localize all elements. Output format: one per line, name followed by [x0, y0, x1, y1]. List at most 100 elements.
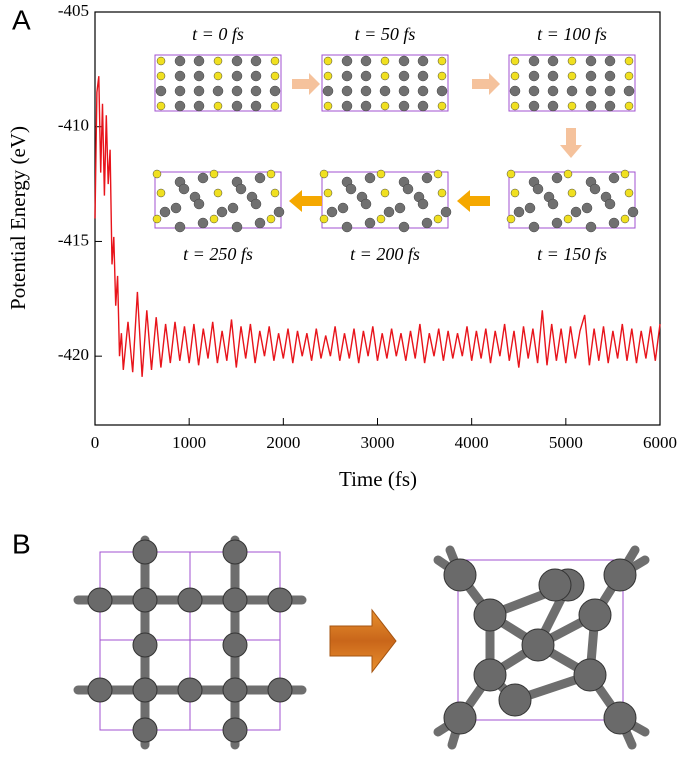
atom — [547, 70, 559, 82]
panel-label: B — [12, 528, 31, 559]
atom — [270, 56, 280, 66]
atom — [624, 188, 634, 198]
atom — [319, 169, 329, 179]
atom — [177, 587, 203, 613]
atom — [506, 214, 516, 224]
x-tick-label: 3000 — [361, 433, 395, 452]
atom — [417, 198, 429, 210]
atom — [341, 55, 353, 67]
atom — [174, 221, 186, 233]
atom — [209, 169, 219, 179]
cell — [457, 559, 624, 721]
atom — [159, 206, 171, 218]
atom — [604, 198, 616, 210]
atom — [170, 202, 182, 214]
atom — [624, 101, 634, 111]
arrow — [457, 190, 490, 212]
atom — [323, 56, 333, 66]
atom — [132, 632, 158, 658]
atom — [510, 56, 520, 66]
atom — [364, 172, 376, 184]
atom — [437, 188, 447, 198]
atom — [380, 101, 390, 111]
atom — [585, 85, 597, 97]
atom — [222, 587, 248, 613]
x-tick-label: 2000 — [266, 433, 300, 452]
atom — [566, 85, 578, 97]
atom — [132, 539, 158, 565]
atom — [604, 85, 616, 97]
atom — [222, 539, 248, 565]
atom — [443, 701, 477, 735]
line — [94, 76, 661, 377]
atom — [528, 85, 540, 97]
atom — [174, 70, 186, 82]
arrow — [329, 608, 397, 674]
atom — [585, 100, 597, 112]
atom — [620, 214, 630, 224]
atom — [380, 71, 390, 81]
insets: t = 0 fs t = 50 fs t = 100 fs t = 150 fs t =… — [152, 24, 639, 264]
atom — [510, 71, 520, 81]
atom — [567, 101, 577, 111]
atom — [604, 100, 616, 112]
atom — [433, 169, 443, 179]
atom — [341, 100, 353, 112]
atom — [398, 221, 410, 233]
atom — [177, 677, 203, 703]
atom — [573, 658, 607, 692]
x-tick-label: 5000 — [549, 433, 583, 452]
atom — [273, 206, 285, 218]
atom — [624, 71, 634, 81]
atom — [513, 206, 525, 218]
x-tick-label: 4000 — [455, 433, 489, 452]
atom — [608, 217, 620, 229]
atom — [380, 56, 390, 66]
atom — [231, 70, 243, 82]
arrow — [292, 73, 320, 95]
cell — [508, 54, 636, 112]
atom — [323, 101, 333, 111]
arrow — [472, 73, 500, 95]
x-tick-label: 1000 — [172, 433, 206, 452]
atom — [603, 701, 637, 735]
atom — [398, 85, 410, 97]
atom — [132, 587, 158, 613]
atom — [567, 71, 577, 81]
x-axis-title: Time (fs) — [339, 467, 417, 491]
atom — [624, 56, 634, 66]
annotation: t = 0 fs — [192, 24, 244, 44]
atom — [156, 101, 166, 111]
annotation: t = 250 fs — [183, 244, 253, 264]
atom — [254, 172, 266, 184]
atom — [528, 55, 540, 67]
atom — [524, 202, 536, 214]
atom — [345, 183, 357, 195]
atom — [197, 217, 209, 229]
y-axis-title: Potential Energy (eV) — [6, 126, 30, 310]
atom — [231, 85, 243, 97]
atom — [528, 100, 540, 112]
atom — [380, 188, 390, 198]
y-tick-label: -405 — [58, 1, 89, 20]
atom — [193, 100, 205, 112]
atom — [604, 55, 616, 67]
y-tick-label: -415 — [58, 230, 89, 249]
atom — [213, 71, 223, 81]
atom — [417, 55, 429, 67]
atom — [222, 632, 248, 658]
atom — [222, 717, 248, 743]
atom — [473, 598, 507, 632]
atom — [603, 558, 637, 592]
arrow — [560, 128, 582, 158]
atom — [156, 71, 166, 81]
atom — [627, 206, 639, 218]
atom — [567, 56, 577, 66]
atom — [547, 85, 559, 97]
atom — [322, 85, 334, 97]
atom — [364, 217, 376, 229]
atom — [212, 85, 224, 97]
atom — [267, 587, 293, 613]
